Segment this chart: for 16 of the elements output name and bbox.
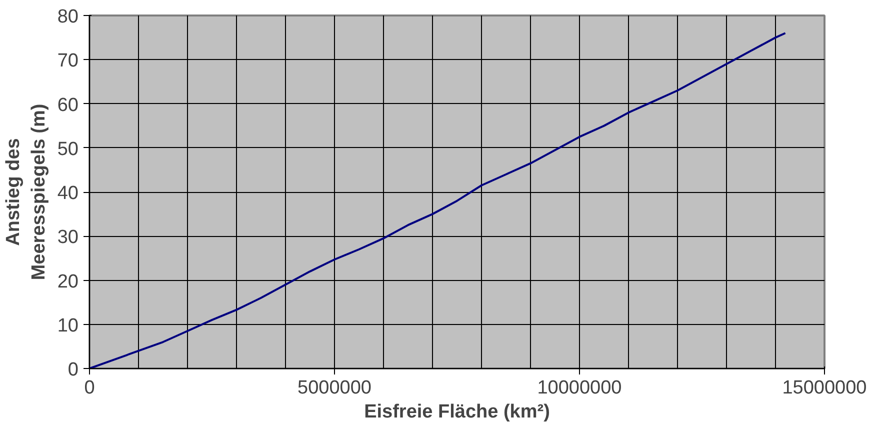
x-axis-title: Eisfreie Fläche (km²): [364, 402, 550, 422]
y-tick-label: 0: [68, 360, 79, 380]
y-tick-label: 10: [57, 315, 79, 336]
y-tick-label: 30: [57, 227, 79, 248]
y-tick-label: 70: [57, 50, 79, 72]
x-tick-label: 0: [84, 378, 95, 398]
line-series: [90, 32, 786, 368]
y-tick-label: 60: [57, 94, 79, 116]
x-tick-label: 10000000: [537, 378, 622, 398]
x-tick-label: 5000000: [298, 378, 372, 398]
y-tick-label: 20: [57, 271, 79, 292]
x-tick-label: 15000000: [782, 378, 867, 398]
y-tick-label: 50: [57, 138, 79, 160]
y-tick-label: 80: [57, 6, 79, 28]
y-axis-title: Anstieg des Meeresspiegels (m): [3, 104, 50, 280]
y-tick-label: 40: [57, 183, 79, 204]
